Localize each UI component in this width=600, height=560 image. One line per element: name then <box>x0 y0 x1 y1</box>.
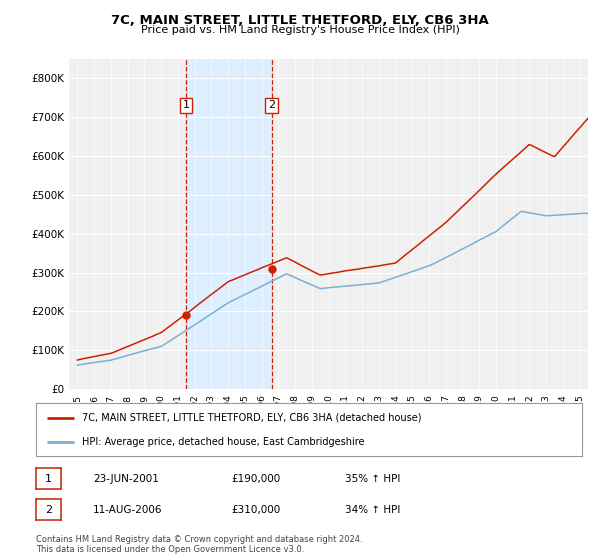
Text: 7C, MAIN STREET, LITTLE THETFORD, ELY, CB6 3HA (detached house): 7C, MAIN STREET, LITTLE THETFORD, ELY, C… <box>82 413 422 423</box>
Text: 1: 1 <box>45 474 52 484</box>
Text: 11-AUG-2006: 11-AUG-2006 <box>93 505 163 515</box>
Text: 2: 2 <box>45 505 52 515</box>
Text: 2: 2 <box>268 100 275 110</box>
Text: 1: 1 <box>182 100 190 110</box>
Text: Price paid vs. HM Land Registry's House Price Index (HPI): Price paid vs. HM Land Registry's House … <box>140 25 460 35</box>
Text: 34% ↑ HPI: 34% ↑ HPI <box>345 505 400 515</box>
Bar <box>186 59 272 389</box>
Text: 23-JUN-2001: 23-JUN-2001 <box>93 474 159 484</box>
Text: HPI: Average price, detached house, East Cambridgeshire: HPI: Average price, detached house, East… <box>82 437 365 447</box>
Text: 7C, MAIN STREET, LITTLE THETFORD, ELY, CB6 3HA: 7C, MAIN STREET, LITTLE THETFORD, ELY, C… <box>111 14 489 27</box>
Text: £190,000: £190,000 <box>231 474 280 484</box>
Text: £310,000: £310,000 <box>231 505 280 515</box>
Text: 35% ↑ HPI: 35% ↑ HPI <box>345 474 400 484</box>
Text: Contains HM Land Registry data © Crown copyright and database right 2024.
This d: Contains HM Land Registry data © Crown c… <box>36 535 362 554</box>
